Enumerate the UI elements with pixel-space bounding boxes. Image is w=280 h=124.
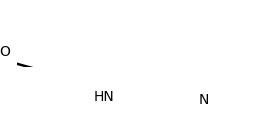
Text: O: O [0,45,10,59]
Text: N: N [199,93,209,107]
Text: HN: HN [94,90,115,104]
